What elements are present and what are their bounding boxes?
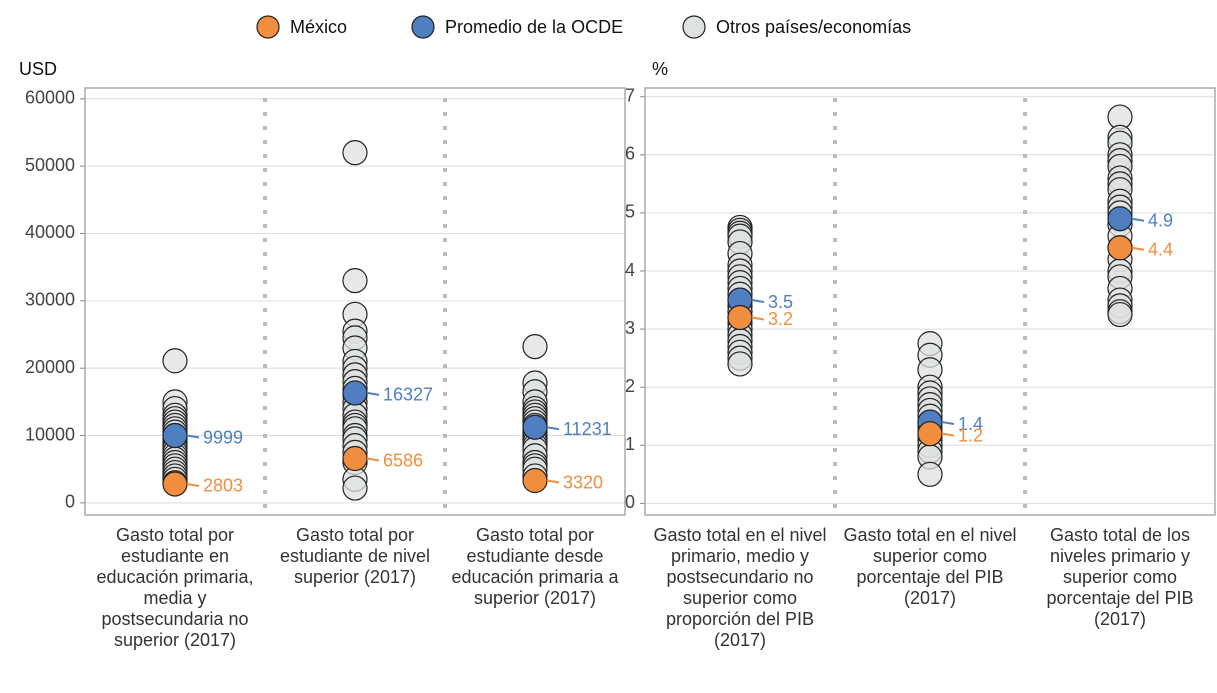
dot-other [342, 268, 368, 294]
data-label: 3.5 [768, 292, 793, 312]
x-tick-label: Gasto total por estudiante de nivel supe… [279, 525, 431, 587]
dot-other [917, 461, 943, 487]
dot-highlight [917, 421, 943, 447]
dot-highlight [162, 471, 188, 497]
data-label: 11231 [563, 419, 612, 439]
y-tick-label: 60000 [25, 88, 75, 108]
label-leader [751, 299, 765, 304]
dot-highlight [162, 422, 188, 449]
dot-other [342, 140, 368, 166]
y-tick-label: 6 [625, 144, 635, 164]
dot-other [162, 348, 188, 374]
legend-label: Otros países/economías [716, 17, 911, 37]
dot-highlight [1107, 235, 1133, 261]
y-tick-label: 50000 [25, 155, 75, 175]
label-leader [366, 391, 380, 396]
y-tick-label: 20000 [25, 357, 75, 377]
label-leader [941, 421, 955, 426]
dot-highlight [522, 467, 548, 494]
legend-marker [256, 15, 280, 39]
y-tick-label: 7 [625, 85, 635, 105]
dot-other [522, 334, 548, 360]
data-label: 3320 [563, 472, 603, 492]
dot-other [1107, 301, 1133, 328]
y-tick-label: 40000 [25, 222, 75, 242]
data-label: 1.4 [958, 414, 983, 434]
y-tick-label: 5 [625, 202, 635, 222]
legend-marker [682, 15, 706, 39]
data-label: 6586 [383, 450, 423, 470]
label-leader [186, 483, 200, 487]
data-label: 1.2 [958, 425, 983, 445]
dot-other [727, 351, 753, 377]
label-leader [1131, 217, 1145, 222]
legend-label: Promedio de la OCDE [445, 17, 623, 37]
label-leader [941, 432, 955, 437]
x-tick-label: Gasto total en el nivel primario, medio … [653, 525, 827, 650]
dot-highlight [727, 304, 753, 331]
x-tick-label: Gasto total por estudiante desde educaci… [451, 525, 619, 608]
dot-highlight [522, 414, 548, 440]
y-axis-label: USD [19, 59, 57, 79]
data-label: 16327 [383, 385, 433, 405]
y-tick-label: 2 [625, 376, 635, 396]
legend-marker [411, 15, 435, 39]
y-axis-label: % [652, 59, 668, 79]
dot-highlight [342, 445, 368, 472]
x-tick-label: Gasto total en el nivel superior como po… [843, 525, 1017, 608]
y-tick-label: 0 [65, 492, 75, 512]
data-label: 2803 [203, 476, 243, 496]
plot-border [84, 87, 626, 516]
y-tick-label: 4 [625, 260, 635, 280]
plot-border [644, 87, 1216, 516]
data-label: 9999 [203, 427, 243, 447]
label-leader [1131, 246, 1145, 251]
data-label: 4.4 [1148, 240, 1173, 260]
dot-other [342, 475, 368, 501]
data-label: 3.2 [768, 309, 793, 329]
label-leader [366, 457, 380, 462]
y-tick-label: 3 [625, 318, 635, 338]
y-tick-label: 0 [625, 492, 635, 512]
data-label: 4.9 [1148, 210, 1173, 230]
x-tick-label: Gasto total de los niveles primario y su… [1046, 525, 1194, 629]
dot-highlight [1107, 206, 1133, 232]
x-tick-label: Gasto total por estudiante en educación … [96, 525, 254, 650]
legend-label: México [290, 17, 347, 37]
y-tick-label: 1 [625, 434, 635, 454]
dot-highlight [342, 380, 368, 406]
label-leader [751, 316, 765, 321]
label-leader [546, 479, 560, 484]
y-tick-label: 30000 [25, 290, 75, 310]
label-leader [546, 426, 560, 431]
label-leader [186, 434, 200, 439]
y-tick-label: 10000 [25, 424, 75, 444]
